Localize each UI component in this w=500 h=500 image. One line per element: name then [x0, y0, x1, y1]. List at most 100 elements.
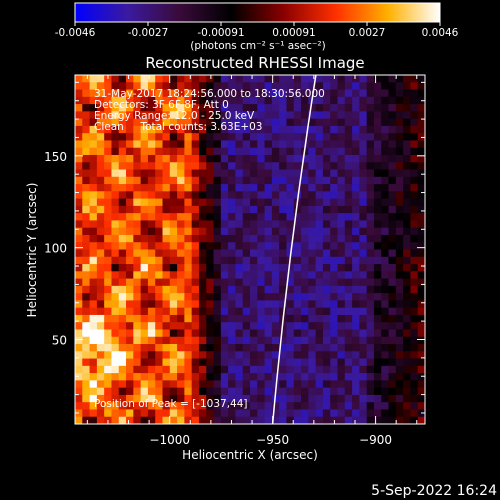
heatmap-cell — [162, 234, 171, 243]
heatmap-cell — [395, 147, 404, 156]
heatmap-cell — [198, 82, 207, 91]
heatmap-cell — [373, 133, 382, 142]
heatmap-cell — [111, 140, 120, 149]
heatmap-cell — [308, 213, 317, 222]
heatmap-cell — [301, 205, 309, 214]
heatmap-cell — [403, 351, 412, 360]
heatmap-cell — [75, 373, 83, 381]
heatmap-cell — [191, 96, 200, 105]
heatmap-cell — [301, 387, 309, 396]
heatmap-cell — [315, 205, 324, 214]
heatmap-cell — [308, 220, 317, 229]
heatmap-cell — [286, 394, 295, 403]
heatmap-cell — [228, 220, 237, 229]
heatmap-cell — [140, 220, 149, 229]
heatmap-cell — [162, 416, 171, 424]
heatmap-cell — [89, 184, 98, 192]
heatmap-cell — [220, 249, 229, 258]
heatmap-cell — [315, 358, 324, 367]
heatmap-cell — [147, 307, 156, 316]
heatmap-cell — [133, 278, 142, 287]
heatmap-cell — [75, 271, 83, 280]
heatmap-cell — [162, 140, 171, 149]
heatmap-cell — [344, 271, 353, 280]
heatmap-cell — [337, 256, 346, 265]
heatmap-cell — [403, 416, 412, 424]
heatmap-cell — [337, 75, 346, 83]
heatmap-cell — [286, 191, 295, 200]
heatmap-cell — [177, 111, 185, 120]
heatmap-cell — [293, 373, 302, 381]
heatmap-cell — [126, 104, 134, 112]
heatmap-cell — [250, 104, 258, 112]
heatmap-cell — [403, 184, 412, 192]
heatmap-cell — [155, 213, 164, 222]
heatmap-cell — [337, 133, 346, 142]
heatmap-cells — [75, 75, 425, 424]
heatmap-cell — [330, 285, 339, 294]
heatmap-cell — [75, 351, 83, 360]
heatmap-cell — [75, 285, 83, 294]
heatmap-cell — [82, 242, 91, 251]
heatmap-cell — [213, 75, 222, 83]
heatmap-cell — [155, 191, 164, 200]
heatmap-cell — [191, 256, 200, 265]
heatmap-cell — [220, 125, 229, 134]
heatmap-cell — [315, 242, 324, 251]
heatmap-cell — [264, 96, 273, 105]
heatmap-cell — [198, 169, 207, 178]
heatmap-cell — [286, 293, 295, 301]
heatmap-cell — [271, 111, 280, 120]
heatmap-cell — [220, 256, 229, 265]
heatmap-cell — [271, 365, 280, 374]
heatmap-cell — [286, 380, 295, 389]
heatmap-cell — [155, 104, 164, 112]
heatmap-cell — [111, 314, 120, 323]
heatmap-cell — [417, 416, 425, 424]
heatmap-cell — [322, 264, 331, 272]
heatmap-cell — [337, 402, 346, 411]
heatmap-cell — [293, 147, 302, 156]
heatmap-cell — [381, 416, 390, 424]
heatmap-cell — [395, 329, 404, 338]
heatmap-cell — [104, 104, 113, 112]
heatmap-cell — [140, 96, 149, 105]
heatmap-cell — [388, 300, 397, 309]
heatmap-cell — [257, 264, 266, 272]
heatmap-cell — [373, 256, 382, 265]
heatmap-cell — [111, 380, 120, 389]
heatmap-cell — [235, 169, 244, 178]
heatmap-cell — [250, 198, 258, 207]
heatmap-cell — [388, 147, 397, 156]
heatmap-cell — [242, 234, 251, 243]
heatmap-cell — [184, 133, 193, 142]
heatmap-cell — [293, 264, 302, 272]
heatmap-cell — [111, 147, 120, 156]
heatmap-cell — [147, 264, 156, 272]
heatmap-cell — [118, 380, 127, 389]
heatmap-cell — [104, 409, 113, 418]
heatmap-cell — [96, 205, 105, 214]
heatmap-cell — [169, 307, 178, 316]
heatmap-cell — [162, 373, 171, 381]
heatmap-cell — [286, 140, 295, 149]
heatmap-cell — [271, 96, 280, 105]
heatmap-cell — [381, 278, 390, 287]
heatmap-cell — [388, 82, 397, 91]
heatmap-cell — [133, 402, 142, 411]
heatmap-cell — [184, 278, 193, 287]
heatmap-cell — [89, 118, 98, 127]
heatmap-cell — [118, 162, 127, 171]
heatmap-cell — [373, 82, 382, 91]
heatmap-cell — [184, 213, 193, 222]
heatmap-cell — [301, 264, 309, 272]
heatmap-cell — [82, 220, 91, 229]
heatmap-cell — [82, 307, 91, 316]
heatmap-cell — [184, 402, 193, 411]
heatmap-cell — [206, 394, 215, 403]
heatmap-cell — [286, 111, 295, 120]
heatmap-cell — [96, 373, 105, 381]
heatmap-cell — [96, 125, 105, 134]
heatmap-cell — [133, 264, 142, 272]
annotation-time: 31-May-2017 18:24:56.000 to 18:30:56.000 — [94, 88, 325, 100]
